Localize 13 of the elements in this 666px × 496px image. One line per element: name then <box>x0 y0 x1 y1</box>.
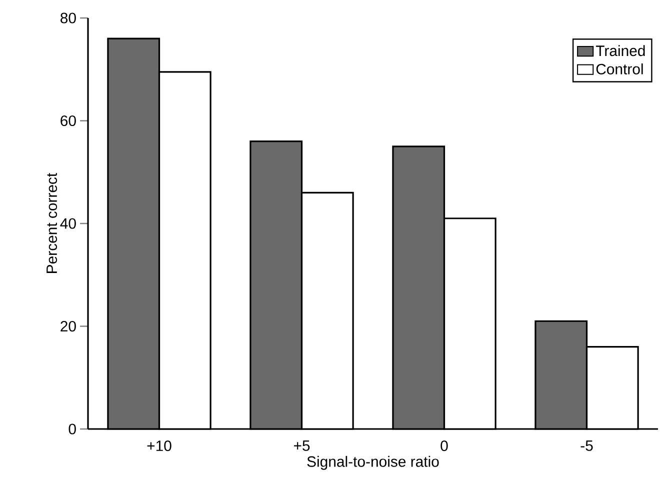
y-tick-label: 0 <box>68 424 76 434</box>
x-tick-label: -5 <box>580 440 593 451</box>
y-tick-label: 40 <box>60 218 76 229</box>
x-tick-label: +5 <box>294 440 310 451</box>
y-tick-label: 60 <box>60 115 76 126</box>
legend-label: Control <box>596 63 643 74</box>
y-tick-label: 20 <box>60 320 76 332</box>
y-axis-title: Percent correct <box>46 172 58 273</box>
x-tick-label: 0 <box>440 440 448 452</box>
x-tick-label: +10 <box>147 440 172 452</box>
y-tick-label: 80 <box>60 12 76 24</box>
x-axis-title: Signal-to-noise ratio <box>307 456 439 470</box>
legend-label: Trained <box>596 45 645 56</box>
